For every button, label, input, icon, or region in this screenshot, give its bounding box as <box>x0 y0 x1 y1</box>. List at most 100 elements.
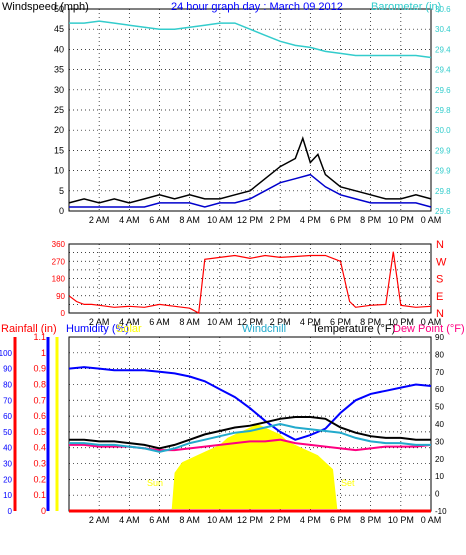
humidity-y-tick-label: 60 <box>3 412 12 421</box>
wind-x-tick-label: 4 AM <box>119 215 140 225</box>
direction-x-tick-label: 6 PM <box>330 317 351 327</box>
temp-x-tick-label: 12 PM <box>237 515 263 525</box>
temperature-y-tick-label: 0 <box>435 490 440 499</box>
temperature-y-tick-label: 20 <box>435 455 444 464</box>
wind-x-tick-label: 8 AM <box>179 215 200 225</box>
wind-y-tick-label: 45 <box>54 24 64 34</box>
direction-x-tick-label: 2 PM <box>270 317 291 327</box>
rainfall-y-tick-label: 0.4 <box>33 443 46 453</box>
compass-tick-label: E <box>436 291 443 303</box>
temperature-y-tick-label: 60 <box>435 385 444 394</box>
rainfall-y-tick-label: 0.7 <box>33 395 46 405</box>
barometer-y-tick-label: 29.8 <box>435 106 451 115</box>
wind-y-tick-label: 30 <box>54 85 64 95</box>
solar-axis-label: Solar <box>116 323 142 335</box>
direction-x-tick-label: 4 AM <box>119 317 140 327</box>
wind-x-tick-label: 8 PM <box>360 215 381 225</box>
rainfall-y-tick-label: 0.2 <box>33 474 46 484</box>
temp-x-tick-label: 6 AM <box>149 515 170 525</box>
direction-x-tick-label: 10 AM <box>207 317 233 327</box>
temperature-axis-label: Temperature (°F) <box>312 323 395 335</box>
temp-x-tick-label: 8 AM <box>179 515 200 525</box>
rainfall-y-tick-label: 0 <box>41 506 46 516</box>
windchill-axis-label: Windchill <box>242 323 286 335</box>
direction-y-tick-label: 180 <box>52 275 66 284</box>
barometer-y-tick-label: 29.4 <box>435 66 451 75</box>
temp-x-tick-label: 4 AM <box>119 515 140 525</box>
barometer-y-tick-label: 29.6 <box>435 207 451 216</box>
wind-y-tick-label: 0 <box>59 206 64 216</box>
wind-y-tick-label: 40 <box>54 44 64 54</box>
sunrise-label: Sun <box>147 478 163 488</box>
humidity-y-tick-label: 70 <box>3 396 12 405</box>
rainfall-y-tick-label: 0.9 <box>33 364 46 374</box>
humidity-y-tick-label: 50 <box>3 428 12 437</box>
wind-direction-line <box>68 251 432 314</box>
temperature-y-tick-label: 10 <box>435 472 444 481</box>
direction-x-tick-label: 8 AM <box>179 317 200 327</box>
direction-y-tick-label: 270 <box>52 257 66 266</box>
wind-y-tick-label: 20 <box>54 125 64 135</box>
temperature-y-tick-label: 90 <box>435 333 444 342</box>
temperature-y-tick-label: 70 <box>435 368 444 377</box>
wind-x-tick-label: 10 PM <box>388 215 414 225</box>
direction-x-tick-label: 6 AM <box>149 317 170 327</box>
rainfall-y-tick-label: 1.1 <box>33 332 46 342</box>
humidity-line <box>68 366 432 441</box>
temp-x-tick-label: 2 AM <box>89 515 110 525</box>
wind-x-tick-label: 2 AM <box>89 215 110 225</box>
temp-x-tick-label: 8 PM <box>360 515 381 525</box>
barometer-y-tick-label: 30.4 <box>435 25 451 34</box>
rainfall-y-tick-label: 0.3 <box>33 459 46 469</box>
dewpoint-axis-label: Dew Point (°F) <box>393 323 465 335</box>
temperature-line <box>69 416 431 450</box>
wind-y-tick-label: 25 <box>54 105 64 115</box>
temp-x-tick-label: 2 PM <box>270 515 291 525</box>
humidity-y-tick-label: 0 <box>8 507 13 516</box>
wind-x-tick-label: 10 AM <box>207 215 233 225</box>
humidity-y-tick-label: 30 <box>3 460 12 469</box>
temp-x-tick-label: 10 AM <box>207 515 233 525</box>
humidity-y-tick-label: 20 <box>3 475 12 484</box>
compass-tick-label: S <box>436 274 443 286</box>
rainfall-y-tick-label: 0.8 <box>33 379 46 389</box>
direction-y-tick-label: 90 <box>56 292 65 301</box>
wind-speed-line <box>69 173 432 208</box>
temperature-y-tick-label: 40 <box>435 420 444 429</box>
temperature-y-tick-label: -10 <box>435 507 447 516</box>
humidity-y-tick-label: 10 <box>3 491 12 500</box>
compass-tick-label: N <box>436 308 444 320</box>
rainfall-y-tick-label: 1 <box>41 348 46 358</box>
barometer-line <box>69 20 432 59</box>
temp-x-tick-label: 4 PM <box>300 515 321 525</box>
compass-tick-label: N <box>436 239 444 251</box>
direction-x-tick-label: 12 PM <box>237 317 263 327</box>
direction-x-tick-label: 10 PM <box>388 317 414 327</box>
rainfall-y-tick-label: 0.6 <box>33 411 46 421</box>
wind-x-tick-label: 0 AM <box>421 215 442 225</box>
chart-marks-layer: 0510152025303540455029.629.829.929.930.0… <box>0 4 451 525</box>
wind-y-tick-label: 5 <box>59 186 64 196</box>
wind-x-tick-label: 4 PM <box>300 215 321 225</box>
temperature-y-tick-label: 50 <box>435 403 444 412</box>
rainfall-y-tick-label: 0.1 <box>33 490 46 500</box>
wind-y-tick-label: 35 <box>54 65 64 75</box>
wind-x-tick-label: 2 PM <box>270 215 291 225</box>
rainfall-y-tick-label: 0.5 <box>33 427 46 437</box>
direction-y-tick-label: 0 <box>61 309 66 318</box>
direction-x-tick-label: 8 PM <box>360 317 381 327</box>
compass-tick-label: W <box>436 256 447 268</box>
wind-y-tick-label: 50 <box>54 4 64 14</box>
humidity-y-tick-label: 40 <box>3 444 12 453</box>
windchill-line <box>69 422 431 453</box>
wind-x-tick-label: 6 AM <box>149 215 170 225</box>
solar-area <box>171 424 338 511</box>
humidity-axis-label: Humidity (%) <box>66 323 129 335</box>
temperature-y-tick-label: 80 <box>435 350 444 359</box>
temp-x-tick-label: 10 PM <box>388 515 414 525</box>
humidity-y-tick-label: 90 <box>3 365 12 374</box>
temp-x-tick-label: 0 AM <box>421 515 442 525</box>
windspeed-axis-label: Windspeed (mph) <box>2 1 89 13</box>
direction-y-tick-label: 360 <box>52 240 66 249</box>
